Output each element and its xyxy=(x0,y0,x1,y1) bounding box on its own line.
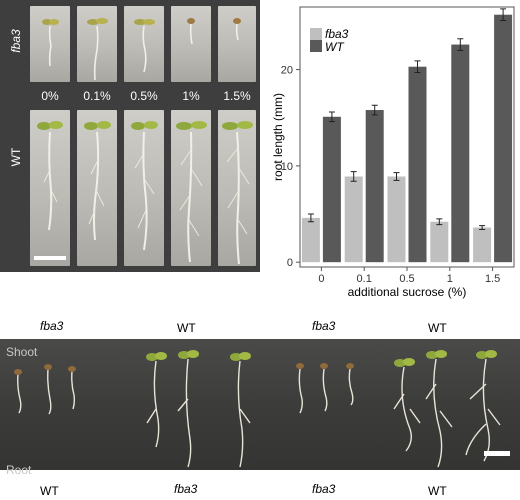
legend-swatch-fba3 xyxy=(310,28,322,40)
x-axis-label: additional sucrose (%) xyxy=(348,285,467,299)
bottom-label-wt-2: WT xyxy=(428,484,447,498)
top-label-wt-1: WT xyxy=(177,321,196,335)
x-tick-label: 0 xyxy=(318,273,324,285)
top-label-wt-2: WT xyxy=(428,321,447,335)
photo-wt-0 xyxy=(30,110,70,266)
error-bar xyxy=(414,60,421,73)
error-bar xyxy=(436,218,443,226)
error-bar xyxy=(350,171,357,182)
photo-fba3-0 xyxy=(30,6,70,82)
seedling-photo-grid: fba3 WT 0% 0.1% 0.5% 1% 1.5% xyxy=(0,0,260,272)
bar-wt-0.1 xyxy=(365,110,384,263)
bar-fba3-0.5 xyxy=(387,176,406,263)
concentration-label: 1% xyxy=(182,89,200,103)
scale-bar xyxy=(34,256,66,260)
error-bar xyxy=(328,111,335,123)
bottom-label-fba3-1: fba3 xyxy=(174,482,198,496)
bars xyxy=(301,8,513,263)
photo-wt-1.5 xyxy=(218,110,256,266)
error-bar xyxy=(500,8,507,21)
y-tick-label: 0 xyxy=(287,257,293,269)
bottom-label-fba3-2: fba3 xyxy=(312,482,336,496)
bar-wt-0.5 xyxy=(408,66,427,263)
row-label-wt: WT xyxy=(9,147,23,167)
bar-fba3-0.1 xyxy=(344,176,363,263)
legend-swatch-wt xyxy=(310,40,322,52)
scale-bar-2 xyxy=(484,451,510,456)
x-tick-label: 1.5 xyxy=(485,273,500,285)
seedling-comparison-photo: Shoot Root xyxy=(0,339,520,477)
x-tick-label: 1 xyxy=(447,273,453,285)
seedlings-drawing xyxy=(14,350,501,468)
bar-fba3-0 xyxy=(301,217,320,263)
root-length-bar-chart: 0 10 20 0 0.1 0.5 1 1.5 fba3 WT root length (m… xyxy=(271,6,515,299)
x-tick-label: 0.1 xyxy=(357,273,372,285)
y-tick-label: 20 xyxy=(281,65,293,77)
bar-wt-1 xyxy=(451,44,470,263)
legend-label-fba3: fba3 xyxy=(325,27,349,41)
concentration-label: 1.5% xyxy=(223,89,251,103)
concentration-label: 0.5% xyxy=(130,89,158,103)
shoot-label: Shoot xyxy=(6,345,38,359)
bottom-label-wt-1: WT xyxy=(40,484,59,498)
x-tick-label: 0.5 xyxy=(399,273,414,285)
y-tick-label: 10 xyxy=(281,161,293,173)
error-bar xyxy=(479,225,486,230)
top-label-fba3-1: fba3 xyxy=(40,319,64,333)
photo-fba3-1 xyxy=(171,6,211,82)
bar-wt-1.5 xyxy=(494,14,513,263)
bar-fba3-1 xyxy=(430,221,449,263)
concentration-label: 0% xyxy=(41,89,59,103)
root-label: Root xyxy=(6,463,32,477)
photo-fba3-0.1 xyxy=(77,6,117,82)
bar-wt-0 xyxy=(322,116,341,263)
error-bar xyxy=(457,38,464,51)
y-axis-label: root length (mm) xyxy=(271,93,285,181)
x-axis-ticks: 0 0.1 0.5 1 1.5 xyxy=(318,267,500,285)
y-axis-ticks: 0 10 20 xyxy=(281,65,300,269)
error-bar xyxy=(371,104,378,116)
error-bar xyxy=(393,172,400,181)
legend-label-wt: WT xyxy=(325,40,345,54)
top-label-fba3-2: fba3 xyxy=(312,319,336,333)
photo-wt-1 xyxy=(171,110,211,266)
row-label-fba3: fba3 xyxy=(9,29,23,53)
bar-fba3-1.5 xyxy=(473,227,492,263)
photo-wt-0.5 xyxy=(124,110,164,266)
error-bar xyxy=(307,213,314,223)
legend: fba3 WT xyxy=(310,27,349,54)
photo-wt-0.1 xyxy=(77,110,117,266)
photo-fba3-0.5 xyxy=(124,6,164,82)
concentration-label: 0.1% xyxy=(83,89,111,103)
photo-fba3-1.5 xyxy=(218,6,256,82)
